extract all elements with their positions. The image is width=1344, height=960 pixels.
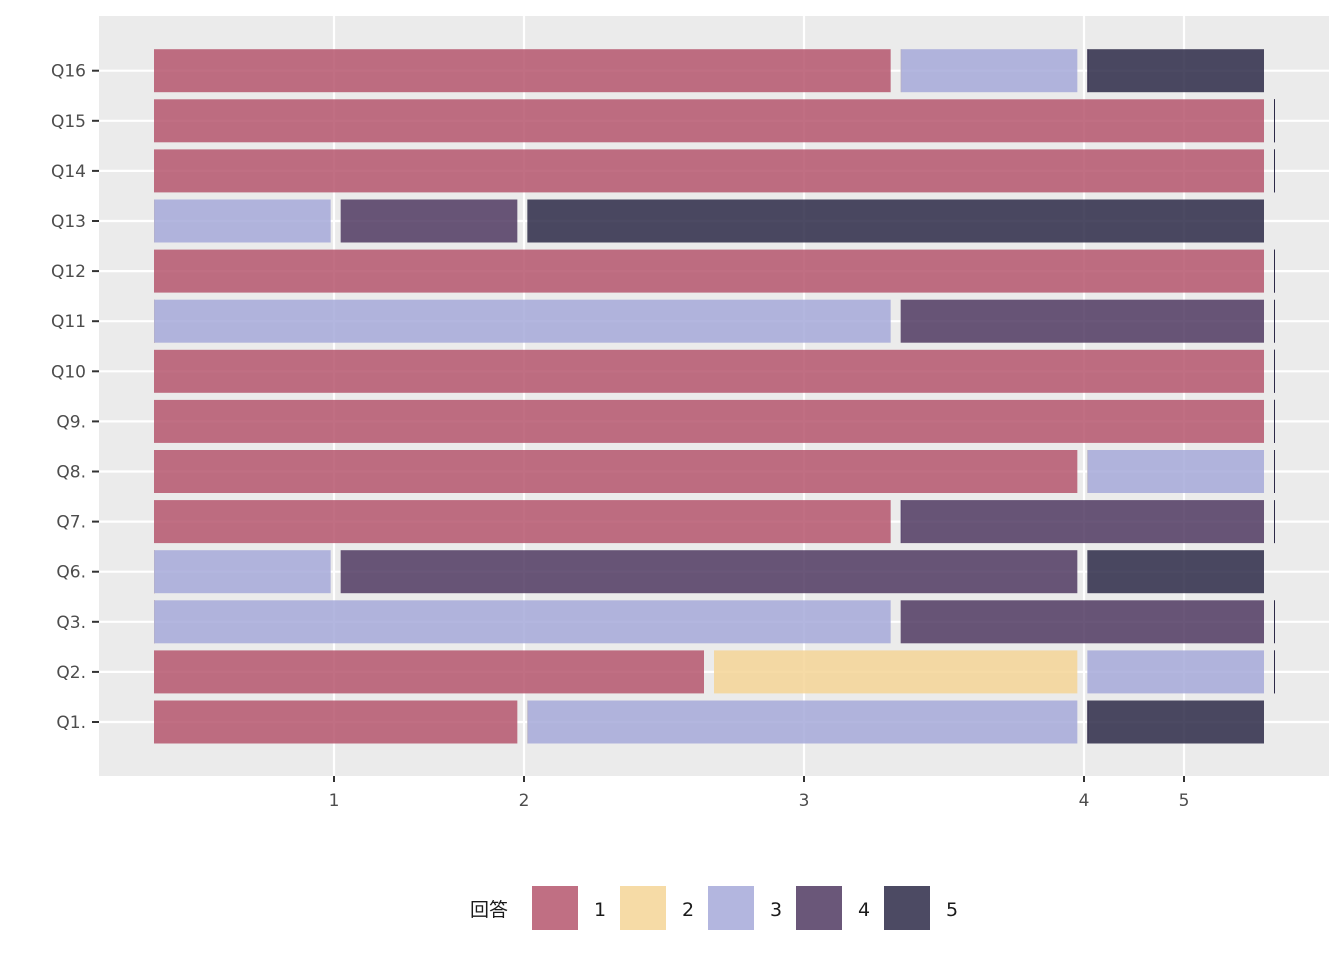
y-axis: Q1. Q2. Q3. Q6. Q7. Q8. Q9. Q10 Q11 Q12 Q13 Q14 Q15 Q…	[51, 62, 99, 733]
y-tick-label: Q12	[51, 262, 86, 282]
y-tick-label: Q11	[51, 312, 86, 332]
y-tick-label: Q9.	[56, 412, 86, 432]
bar-segment	[154, 450, 1078, 493]
bar-segment	[154, 199, 331, 243]
bar-segment	[1087, 450, 1264, 493]
y-tick-label: Q8.	[56, 463, 86, 483]
bar-segment	[527, 700, 1078, 744]
bars	[154, 49, 1275, 744]
legend-label: 5	[946, 899, 958, 921]
bar-segment	[900, 299, 1264, 343]
y-tick-label: Q16	[51, 62, 86, 82]
bar-segment	[154, 550, 331, 594]
y-tick-label: Q3.	[56, 613, 86, 633]
bar-segment	[340, 550, 1078, 594]
bar-segment	[527, 199, 1264, 243]
x-tick-label: 2	[519, 791, 530, 811]
bar-segment	[900, 600, 1264, 644]
y-tick-label: Q13	[51, 212, 86, 232]
bar-segment	[340, 199, 518, 243]
bar-segment	[714, 650, 1078, 694]
x-tick-label: 4	[1079, 791, 1090, 811]
bar-segment	[900, 500, 1264, 544]
bar-segment	[154, 249, 1264, 293]
bar-segment	[154, 700, 518, 744]
bar-segment	[154, 99, 1264, 143]
bar-segment	[154, 500, 891, 544]
bar-segment	[154, 49, 891, 93]
bar-segment	[1087, 700, 1264, 744]
bar-segment	[154, 399, 1264, 443]
legend-label: 2	[682, 899, 694, 921]
bar-segment	[154, 600, 891, 644]
legend: 回答 1 2 3 4 5	[470, 886, 958, 930]
legend-key	[884, 886, 930, 930]
x-tick-label: 5	[1179, 791, 1190, 811]
y-tick-label: Q2.	[56, 663, 86, 683]
y-tick-label: Q1.	[56, 713, 86, 733]
legend-key	[708, 886, 754, 930]
x-tick-label: 3	[799, 791, 810, 811]
legend-key	[796, 886, 842, 930]
legend-title: 回答	[470, 899, 508, 921]
y-tick-label: Q7.	[56, 513, 86, 533]
bar-segment	[1087, 49, 1264, 93]
legend-key	[620, 886, 666, 930]
bar-segment	[154, 149, 1264, 193]
bar-segment	[1087, 550, 1264, 594]
bar-segment	[1087, 650, 1264, 694]
bar-segment	[154, 650, 704, 694]
y-tick-label: Q14	[51, 162, 86, 182]
x-axis: 1 2 3 4 5	[329, 776, 1190, 811]
y-tick-label: Q6.	[56, 563, 86, 583]
legend-label: 4	[858, 899, 870, 921]
bar-segment	[154, 349, 1264, 393]
y-tick-label: Q10	[51, 362, 86, 382]
legend-label: 3	[770, 899, 782, 921]
bar-segment	[154, 299, 891, 343]
plot-panel	[99, 16, 1329, 776]
x-tick-label: 1	[329, 791, 340, 811]
legend-key	[532, 886, 578, 930]
legend-label: 1	[594, 899, 606, 921]
bar-segment	[900, 49, 1078, 93]
y-tick-label: Q15	[51, 112, 86, 132]
